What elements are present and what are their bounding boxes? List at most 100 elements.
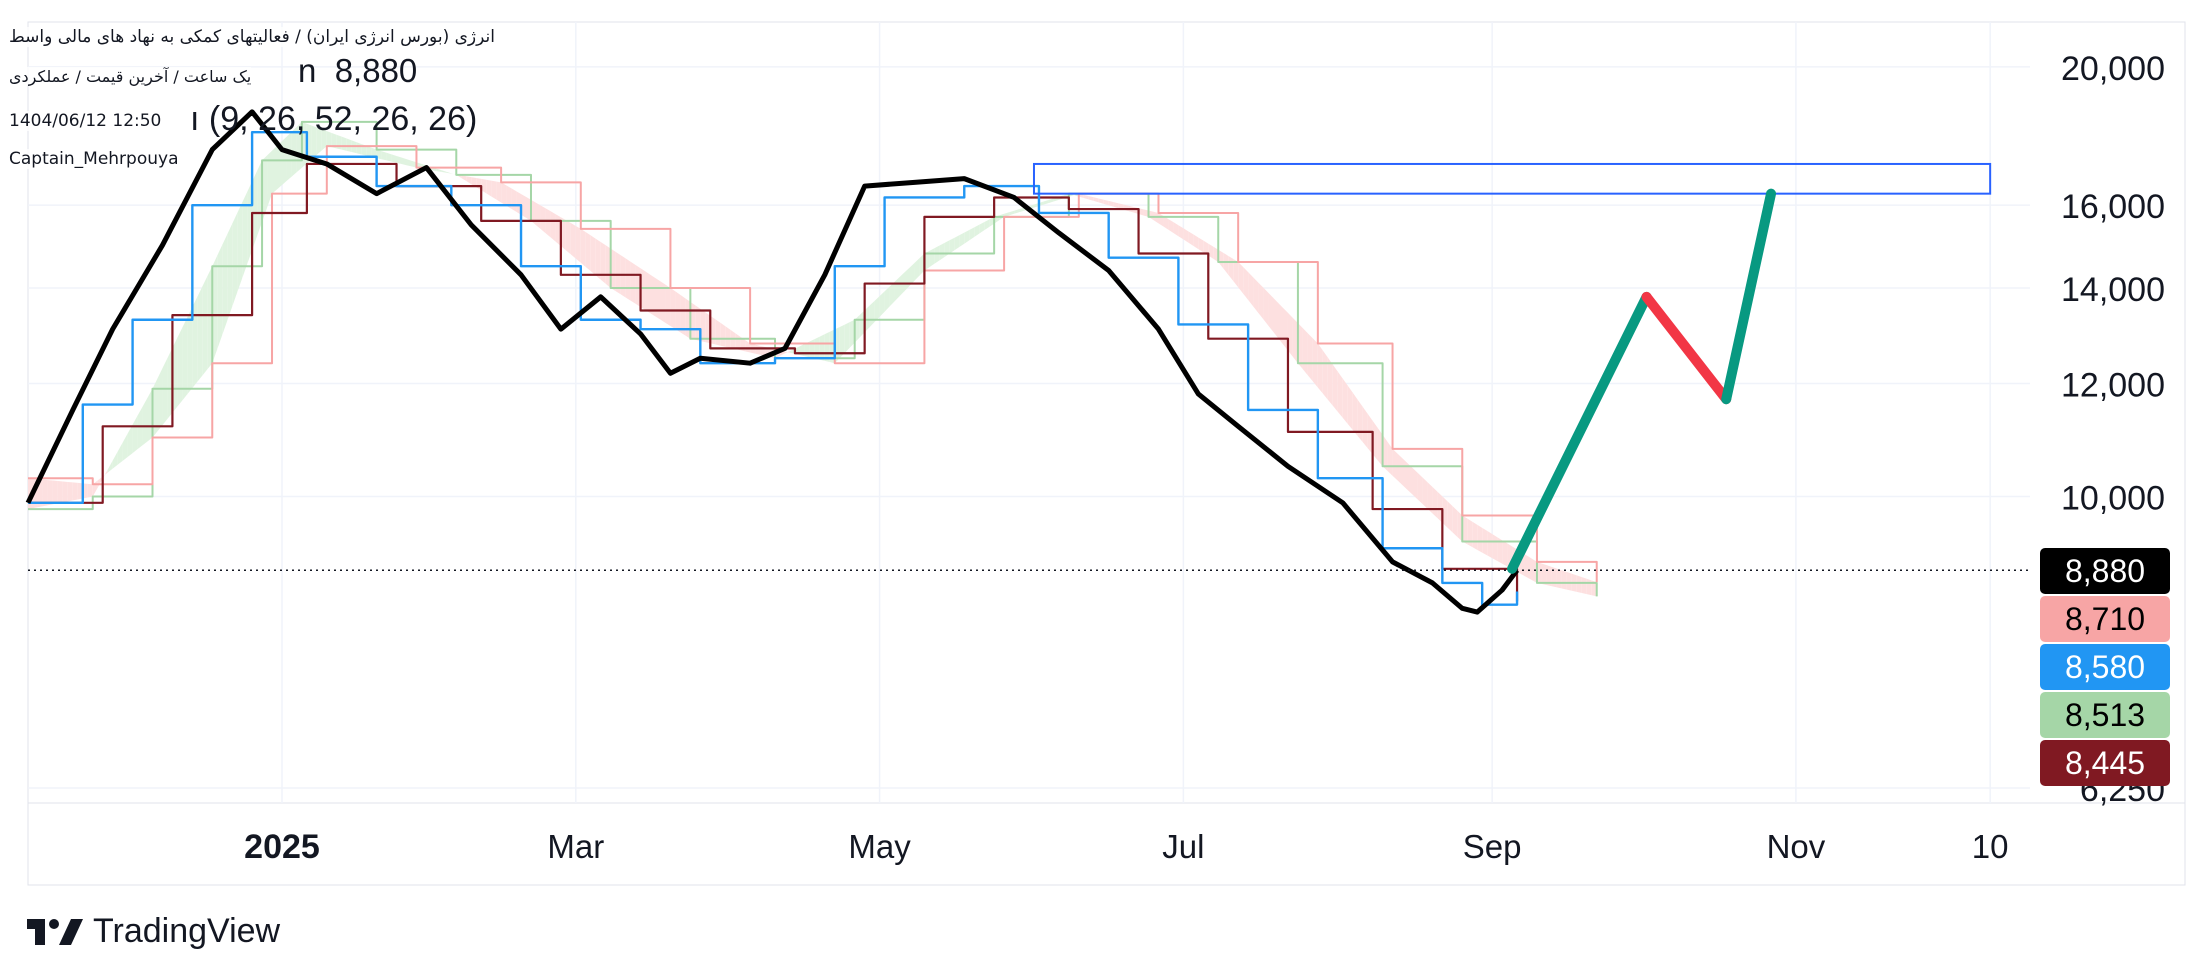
ichimoku-cloud-segment — [1297, 323, 1303, 370]
ichimoku-prefix: ı — [190, 100, 200, 138]
x-tick-label: Nov — [1767, 828, 1826, 865]
projection-down-segment — [1641, 291, 1732, 405]
y-tick-label: 12,000 — [2061, 367, 2165, 405]
ichimoku-cloud-segment — [1581, 577, 1587, 595]
ichimoku-cloud-segment — [1442, 496, 1448, 528]
ichimoku-cloud-segment — [909, 262, 915, 286]
ichimoku-cloud-segment — [501, 182, 507, 206]
ichimoku-cloud-segment — [1452, 505, 1458, 537]
ichimoku-cloud-segment — [715, 319, 721, 346]
ichimoku-cloud-segment — [695, 305, 701, 341]
ichimoku-cloud-segment — [37, 479, 43, 508]
ichimoku-cloud-segment — [1093, 197, 1099, 203]
ichimoku-cloud-segment — [341, 136, 347, 151]
ichimoku-cloud-segment — [1292, 318, 1298, 364]
ichimoku-cloud-segment — [1048, 198, 1054, 203]
ichimoku-cloud-segment — [1357, 399, 1363, 443]
price-label-box — [2040, 548, 2170, 594]
ichimoku-cloud-segment — [1412, 467, 1418, 500]
ichimoku-legend: ı (9, 26, 52, 26, 26) — [190, 100, 477, 139]
ichimoku-cloud-segment — [540, 205, 546, 234]
ichimoku-cloud-segment — [590, 235, 596, 276]
ichimoku-cloud-segment — [1213, 246, 1219, 262]
ichimoku-cloud-segment — [789, 348, 795, 354]
ichimoku-cloud-segment — [1586, 578, 1592, 596]
ichimoku-cloud-segment — [924, 250, 930, 271]
ichimoku-cloud-segment — [1427, 482, 1433, 514]
y-tick-label: 14,000 — [2061, 271, 2165, 309]
ichimoku-cloud-segment — [1472, 521, 1478, 550]
ichimoku-cloud-segment — [1302, 328, 1308, 376]
ichimoku-cloud-segment — [137, 406, 143, 450]
ichimoku-cloud-segment — [286, 131, 292, 181]
x-tick-label: May — [848, 828, 911, 865]
ichimoku-cloud-segment — [844, 322, 850, 353]
ichimoku-cloud-segment — [949, 237, 955, 254]
ichimoku-cloud-segment — [411, 160, 417, 168]
ichimoku-cloud-segment — [117, 442, 123, 465]
tradingview-logo-text: TradingView — [93, 912, 281, 950]
tradingview-logo[interactable]: TradingView — [27, 912, 280, 951]
ichimoku-cloud-segment — [1173, 222, 1179, 237]
ichimoku-cloud-segment — [1248, 272, 1254, 307]
ichimoku-cloud-segment — [436, 168, 442, 172]
ichimoku-cloud-segment — [1457, 510, 1463, 542]
ichimoku-cloud-segment — [1576, 575, 1582, 593]
ichimoku-cloud-segment — [580, 228, 586, 267]
ichimoku-cloud-segment — [1497, 537, 1503, 564]
ichimoku-cloud-segment — [242, 192, 248, 279]
ichimoku-cloud-segment — [1183, 228, 1189, 243]
ichimoku-cloud-segment — [939, 243, 945, 261]
price-value: 8,880 — [334, 52, 418, 89]
ichimoku-cloud-segment — [1447, 501, 1453, 533]
x-tick-label: Mar — [547, 828, 604, 865]
ichimoku-cloud-segment — [565, 220, 571, 255]
ichimoku-cloud-segment — [267, 150, 273, 208]
ichimoku-cloud-segment — [197, 286, 203, 382]
ichimoku-cloud-segment — [1088, 196, 1094, 201]
ichimoku-cloud-segment — [535, 202, 541, 230]
ichimoku-cloud-segment — [147, 388, 153, 442]
y-tick-label: 20,000 — [2061, 50, 2165, 88]
ichimoku-cloud-segment — [82, 483, 88, 499]
ichimoku-cloud-segment — [142, 397, 148, 446]
ichimoku-cloud-segment — [391, 154, 397, 163]
ichimoku-cloud-segment — [545, 208, 551, 238]
ichimoku-cloud-segment — [1078, 193, 1084, 199]
ichimoku-cloud-segment — [660, 281, 666, 323]
ichimoku-cloud-segment — [122, 433, 128, 461]
ichimoku-cloud-segment — [386, 152, 392, 162]
target-zone-box — [1032, 162, 1992, 195]
ichimoku-cloud-segment — [222, 234, 228, 335]
ichimoku-cloud-segment — [1502, 540, 1508, 567]
ichimoku-cloud-segment — [441, 170, 447, 173]
ichimoku-cloud-segment — [595, 238, 601, 280]
ichimoku-cloud-segment — [371, 147, 377, 159]
ichimoku-cloud-segment — [550, 211, 556, 242]
ichimoku-cloud-segment — [1004, 212, 1010, 217]
ichimoku-cloud-segment — [605, 245, 611, 288]
ichimoku-cloud-segment — [1437, 491, 1443, 523]
ichimoku-cloud-segment — [575, 225, 581, 263]
ichimoku-cloud-segment — [600, 242, 606, 284]
ichimoku-cloud-segment — [306, 123, 312, 164]
ichimoku-cloud-segment — [809, 338, 815, 359]
ichimoku-cloud-segment — [202, 276, 208, 376]
ichimoku-cloud-segment — [506, 185, 512, 209]
series-tenkan — [28, 130, 1519, 606]
price-label-text: 8,580 — [2065, 649, 2145, 685]
ichimoku-cloud-segment — [1223, 252, 1229, 275]
ichimoku-cloud-segment — [1019, 207, 1025, 213]
ichimoku-cloud-segment — [102, 469, 108, 479]
ichimoku-cloud-segment — [1382, 434, 1388, 472]
ichimoku-cloud-segment — [451, 173, 457, 175]
ichimoku-cloud-segment — [356, 142, 362, 155]
ichimoku-cloud-segment — [979, 222, 985, 234]
ichimoku-cloud-segment — [989, 216, 995, 227]
ichimoku-cloud-segment — [1098, 198, 1104, 204]
ichimoku-cloud-segment — [919, 253, 925, 276]
ichimoku-cloud-segment — [944, 240, 950, 258]
ichimoku-cloud-segment — [381, 151, 387, 161]
ichimoku-cloud-segment — [1103, 199, 1109, 206]
ichimoku-cloud-segment — [1402, 458, 1408, 490]
